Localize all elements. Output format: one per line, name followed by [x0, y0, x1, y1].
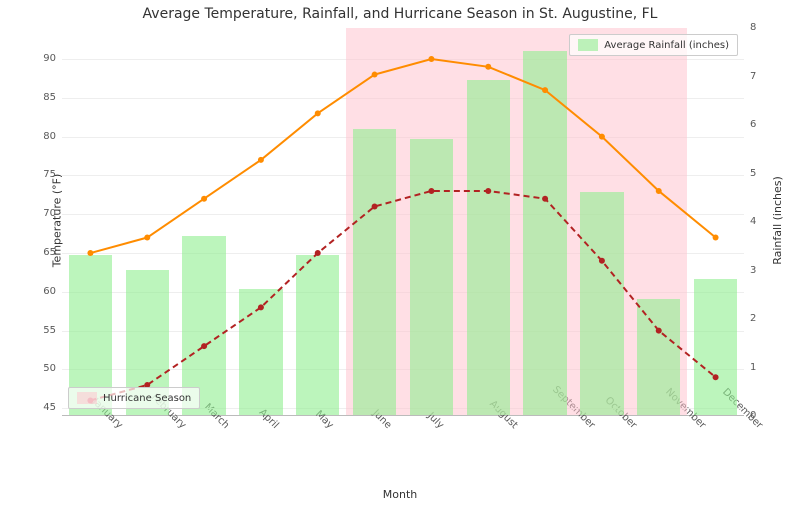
ytick-left: 70	[43, 209, 56, 219]
ytick-right: 6	[750, 120, 756, 130]
temperature-marker	[258, 304, 264, 310]
ytick-left: 60	[43, 287, 56, 297]
temperature-marker	[144, 235, 150, 241]
legend-hurricane: Hurricane Season	[68, 387, 200, 409]
ytick-right: 2	[750, 314, 756, 324]
legend-swatch-rainfall	[578, 39, 598, 51]
temperature-marker	[315, 250, 321, 256]
ytick-right: 4	[750, 217, 756, 227]
temperature-marker	[599, 258, 605, 264]
temperature-marker	[599, 134, 605, 140]
temperature-marker	[542, 196, 548, 202]
ytick-left: 90	[43, 54, 56, 64]
ytick-right: 7	[750, 72, 756, 82]
ytick-left: 75	[43, 170, 56, 180]
temperature-marker	[201, 343, 207, 349]
ytick-left: 55	[43, 326, 56, 336]
temperature-marker	[428, 56, 434, 62]
legend-label-hurricane: Hurricane Season	[103, 393, 191, 404]
temperature-marker	[713, 235, 719, 241]
ytick-left: 80	[43, 132, 56, 142]
temperature-marker	[258, 157, 264, 163]
ytick-left: 50	[43, 364, 56, 374]
temperature-marker	[656, 328, 662, 334]
temperature-marker	[428, 188, 434, 194]
plot-area: Hurricane Season Average Rainfall (inche…	[62, 28, 744, 416]
x-axis-label: Month	[0, 488, 800, 501]
ytick-right: 1	[750, 363, 756, 373]
temperature-line	[90, 59, 715, 253]
temperature-marker	[656, 188, 662, 194]
legend-swatch-hurricane	[77, 392, 97, 404]
y-axis-right-label: Rainfall (inches)	[771, 176, 784, 265]
chart-title: Average Temperature, Rainfall, and Hurri…	[0, 6, 800, 22]
legend-rainfall: Average Rainfall (inches)	[569, 34, 738, 56]
ytick-right: 5	[750, 169, 756, 179]
temperature-marker	[542, 87, 548, 93]
ytick-right: 8	[750, 23, 756, 33]
ytick-left: 45	[43, 403, 56, 413]
temperature-marker	[315, 110, 321, 116]
temperature-marker	[372, 72, 378, 78]
line-layer	[62, 28, 744, 416]
ytick-left: 65	[43, 248, 56, 258]
temperature-marker	[87, 250, 93, 256]
temperature-marker	[201, 196, 207, 202]
temperature-marker	[485, 188, 491, 194]
temperature-marker	[372, 203, 378, 209]
ytick-right: 3	[750, 266, 756, 276]
temperature-line	[90, 191, 715, 401]
temperature-marker	[713, 374, 719, 380]
ytick-left: 85	[43, 93, 56, 103]
temperature-marker	[485, 64, 491, 70]
legend-label-rainfall: Average Rainfall (inches)	[604, 40, 729, 51]
